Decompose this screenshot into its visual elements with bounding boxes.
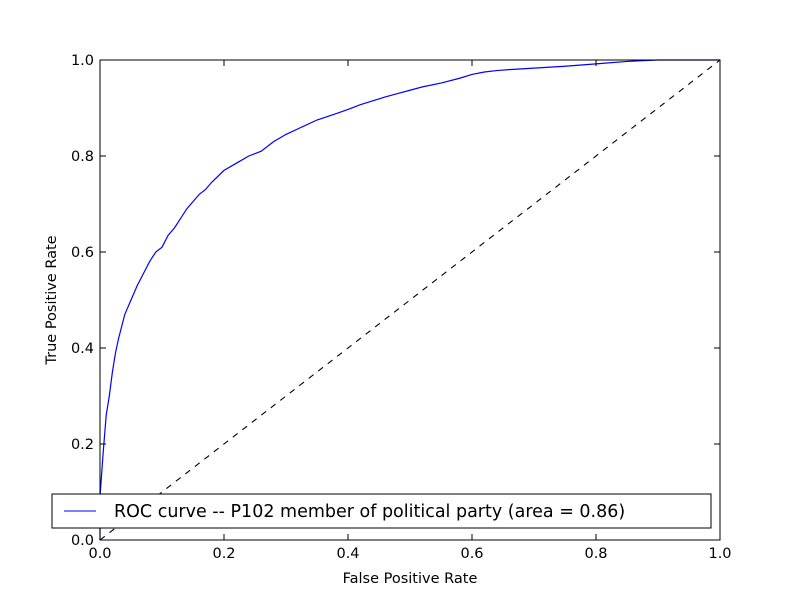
legend-label: ROC curve -- P102 member of political pa… bbox=[114, 502, 625, 522]
plot-area bbox=[99, 59, 721, 541]
legend: ROC curve -- P102 member of political pa… bbox=[51, 493, 712, 529]
plot-frame bbox=[99, 59, 721, 541]
x-tick-label: 0.2 bbox=[212, 546, 235, 562]
x-tick-label: 0.6 bbox=[460, 546, 483, 562]
axis-ticks: 0.0 0.2 0.4 0.6 0.8 1.0 0.0 0.2 0.4 0.6 0.8 1.0 bbox=[71, 53, 732, 562]
y-tick-label: 0.4 bbox=[71, 341, 94, 357]
legend-box bbox=[51, 493, 712, 529]
y-tick-label: 0.2 bbox=[71, 437, 94, 453]
y-tick-label: 0.6 bbox=[71, 245, 94, 261]
y-tick-label: 1.0 bbox=[71, 53, 94, 69]
y-tick-label: 0.0 bbox=[71, 533, 94, 549]
x-tick-label: 0.0 bbox=[88, 546, 111, 562]
x-tick-label: 0.8 bbox=[584, 546, 607, 562]
y-tick-label: 0.8 bbox=[71, 149, 94, 165]
x-tick-label: 1.0 bbox=[708, 546, 731, 562]
x-tick-label: 0.4 bbox=[336, 546, 359, 562]
roc-curve-line bbox=[99, 59, 720, 540]
x-axis-label: False Positive Rate bbox=[343, 571, 478, 587]
y-axis-label: True Positive Rate bbox=[44, 235, 60, 365]
chance-diagonal-line bbox=[99, 59, 721, 541]
